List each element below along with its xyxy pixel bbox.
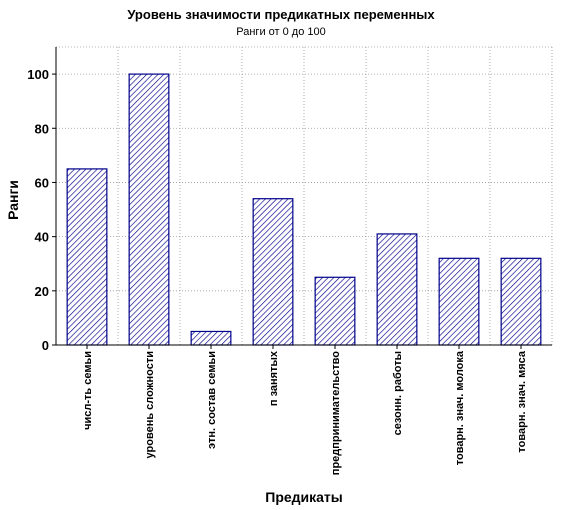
y-tick-label: 60 — [35, 175, 49, 190]
x-axis-label: Предикаты — [265, 489, 343, 505]
bar — [128, 73, 170, 346]
y-tick-label: 40 — [35, 230, 49, 245]
x-tick-label: сезонн. работы — [392, 351, 404, 435]
bar — [500, 257, 542, 346]
axes — [52, 47, 552, 349]
bars — [66, 73, 542, 346]
bar — [314, 276, 356, 346]
x-tick-label: товарн. знач. молока — [454, 350, 466, 465]
bar — [66, 168, 108, 346]
x-tick-label: уровень сложности — [144, 351, 156, 458]
x-tick-label: товарн. знач. мяса — [516, 350, 528, 452]
y-tick-labels: 0 20 40 60 80 100 — [27, 67, 49, 353]
bar — [438, 257, 480, 346]
y-tick-label: 100 — [27, 67, 49, 82]
bar — [376, 233, 418, 346]
x-tick-label: п занятых — [268, 350, 280, 406]
x-tick-labels: числ-ть семьи уровень сложности этн. соста… — [82, 350, 528, 475]
x-tick-label: этн. состав семьи — [206, 351, 218, 449]
x-tick-label: предпринимательство — [330, 351, 342, 475]
y-axis-label: Ранги — [5, 180, 21, 220]
y-tick-label: 0 — [42, 338, 49, 353]
y-tick-label: 80 — [35, 121, 49, 136]
bar — [190, 330, 232, 346]
chart-title: Уровень значимости предикатных переменны… — [127, 7, 435, 22]
bar — [252, 198, 294, 346]
chart-subtitle: Ранги от 0 до 100 — [236, 26, 326, 38]
y-tick-label: 20 — [35, 284, 49, 299]
x-tick-label: числ-ть семьи — [82, 351, 94, 430]
